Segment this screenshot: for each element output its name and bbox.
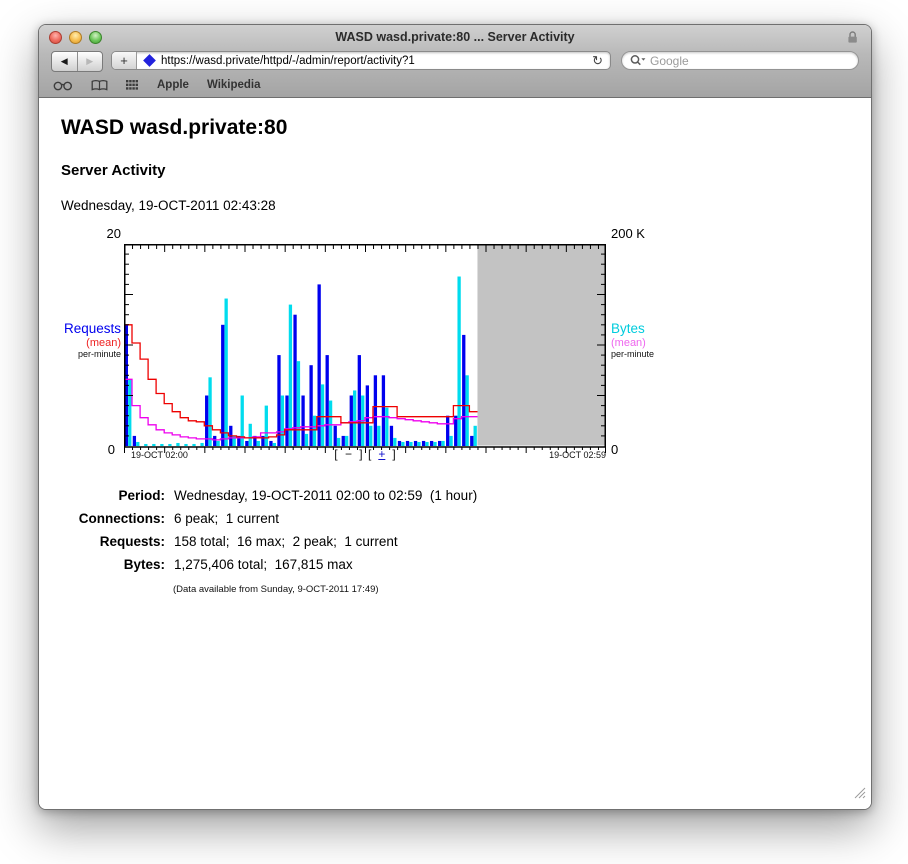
activity-chart: 20 0 200 K 0 Requests (mean) per-minute … [59, 226, 699, 478]
forward-button[interactable]: ▶ [86, 56, 94, 66]
x-axis-start-label: 19-OCT 02:00 [131, 450, 188, 460]
zoom-in-button[interactable]: + [378, 447, 386, 461]
stat-row-bytes: Bytes: 1,275,406 total; 167,815 max [61, 557, 871, 572]
stat-value: 6 peak; 1 current [174, 511, 280, 526]
window-controls [49, 31, 102, 44]
address-bar[interactable]: + https://wasd.private/httpd/-/admin/rep… [111, 51, 611, 70]
top-sites-icon[interactable] [126, 79, 139, 91]
window-title: WASD wasd.private:80 ... Server Activity [335, 30, 575, 44]
stat-value: Wednesday, 19-OCT-2011 02:00 to 02:59 (1… [174, 488, 478, 503]
stat-value: 1,275,406 total; 167,815 max [174, 557, 353, 572]
resize-grip[interactable] [853, 786, 866, 804]
stat-label: Requests: [99, 534, 165, 549]
stat-row-connections: Connections: 6 peak; 1 current [61, 511, 871, 526]
zoom-in-bracket-open: [ [367, 447, 372, 461]
page-content: WASD wasd.private:80 Server Activity Wed… [39, 98, 871, 809]
stat-row-period: Period: Wednesday, 19-OCT-2011 02:00 to … [61, 488, 871, 503]
back-button[interactable]: ◀ [52, 52, 78, 71]
new-tab-button[interactable]: + [112, 52, 137, 69]
browser-window: WASD wasd.private:80 ... Server Activity… [38, 24, 872, 810]
url-text[interactable]: https://wasd.private/httpd/-/admin/repor… [161, 54, 415, 67]
requests-mean-label: (mean) [86, 336, 121, 349]
stat-row-requests: Requests: 158 total; 16 max; 2 peak; 1 c… [61, 534, 871, 549]
site-favicon-icon [143, 54, 156, 67]
browser-toolbar: ◀ ▶ + https://wasd.private/httpd/-/admin… [39, 49, 871, 74]
report-timestamp: Wednesday, 19-OCT-2011 02:43:28 [61, 198, 276, 213]
page-title: WASD wasd.private:80 [61, 116, 288, 139]
x-axis-end-label: 19-OCT 02:59 [549, 450, 606, 460]
search-field[interactable]: Google [621, 51, 859, 70]
stat-label: Bytes: [123, 557, 165, 572]
search-icon[interactable] [630, 54, 647, 67]
search-placeholder[interactable]: Google [650, 53, 689, 68]
bookmark-item-apple[interactable]: Apple [157, 79, 189, 91]
window-chrome: WASD wasd.private:80 ... Server Activity… [39, 25, 871, 98]
zoom-button[interactable] [89, 31, 102, 44]
reload-icon[interactable]: ↻ [592, 53, 603, 68]
minimize-button[interactable] [69, 31, 82, 44]
stat-value: 158 total; 16 max; 2 peak; 1 current [174, 534, 398, 549]
reading-list-icon[interactable] [53, 79, 73, 92]
right-axis-max-label: 200 K [611, 226, 645, 241]
left-axis-title: Requests (mean) per-minute [59, 321, 121, 360]
requests-label: Requests [63, 321, 121, 336]
bytes-unit-label: per-minute [611, 349, 655, 360]
bytes-mean-label: (mean) [611, 336, 646, 349]
future-region [477, 245, 605, 446]
zoom-in-bracket-close: ] [392, 447, 396, 461]
title-bar[interactable]: WASD wasd.private:80 ... Server Activity [39, 25, 871, 49]
lock-icon [847, 31, 858, 49]
chart-plot [124, 244, 606, 453]
right-axis-title: Bytes (mean) per-minute [611, 321, 681, 360]
stat-label: Connections: [78, 511, 165, 526]
right-axis-min-label: 0 [611, 442, 619, 457]
bookmarks-bar: Apple Wikipedia [39, 74, 871, 96]
history-buttons: ◀ ▶ [51, 51, 103, 72]
bookmarks-icon[interactable] [91, 79, 108, 92]
zoom-out-button[interactable]: [ − ] [334, 447, 365, 461]
bytes-label: Bytes [611, 321, 645, 336]
close-button[interactable] [49, 31, 62, 44]
data-availability-note: (Data available from Sunday, 9-OCT-2011 … [173, 584, 379, 595]
left-axis-max-label: 20 [106, 226, 121, 241]
stats-block: Period: Wednesday, 19-OCT-2011 02:00 to … [61, 488, 871, 595]
bookmark-item-wikipedia[interactable]: Wikipedia [206, 79, 261, 91]
page-subtitle: Server Activity [61, 162, 166, 179]
left-axis-min-label: 0 [107, 442, 115, 457]
chart-zoom-controls: [ − ] [ +] [124, 447, 606, 461]
requests-unit-label: per-minute [77, 349, 121, 360]
stat-label: Period: [118, 488, 165, 503]
